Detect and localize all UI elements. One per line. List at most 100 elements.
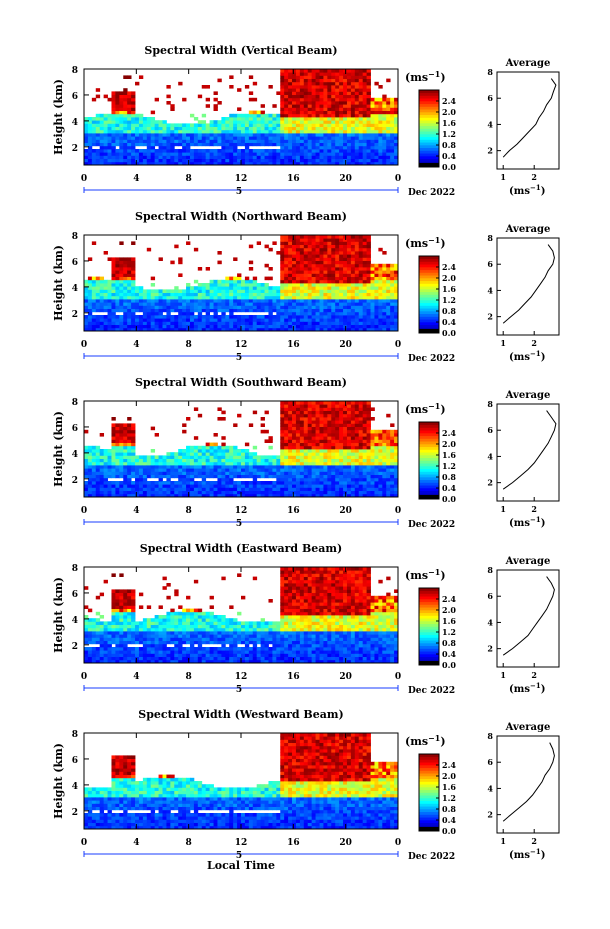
heatmap-cell: [217, 308, 222, 313]
heatmap-cell: [182, 136, 187, 140]
colorbar-step: [419, 95, 439, 99]
heatmap-cell: [319, 439, 324, 443]
heatmap-cell: [225, 493, 230, 498]
heatmap-cell: [91, 241, 97, 245]
heatmap-cell: [339, 263, 344, 268]
heatmap-cell: [237, 152, 242, 156]
heatmap-cell: [272, 461, 277, 466]
heatmap-cell: [103, 289, 108, 293]
heatmap-cell: [229, 481, 234, 485]
heatmap-cell: [284, 161, 289, 166]
heatmap-cell: [217, 126, 222, 131]
heatmap-cell: [335, 101, 340, 105]
heatmap-cell: [268, 484, 273, 488]
heatmap-cell: [295, 311, 301, 316]
heatmap-cell: [244, 490, 250, 495]
heatmap-cell: [87, 283, 93, 287]
heatmap-cell: [394, 133, 399, 137]
heatmap-cell: [323, 117, 328, 121]
colorbar-step: [419, 289, 439, 293]
colorbar-step: [419, 280, 439, 284]
heatmap-cell: [366, 78, 371, 83]
heatmap-cell: [213, 455, 218, 459]
heatmap-cell: [284, 410, 289, 415]
heatmap-cell: [162, 468, 167, 472]
heatmap-cell: [311, 308, 316, 313]
heatmap-cell: [394, 123, 399, 127]
heatmap-cell: [378, 308, 383, 313]
heatmap-cell: [193, 286, 199, 290]
heatmap-cell: [350, 490, 356, 495]
heatmap-cell: [135, 161, 140, 166]
heatmap-cell: [303, 455, 309, 459]
heatmap-cell: [256, 292, 262, 297]
heatmap-cell: [323, 161, 328, 166]
heatmap-cell: [284, 420, 289, 424]
heatmap-cell: [331, 247, 336, 252]
colorbar-step: [419, 125, 439, 129]
colorbar-step: [419, 120, 439, 124]
heatmap-cell: [138, 327, 144, 332]
heatmap-cell: [346, 145, 352, 150]
heatmap-cell: [288, 417, 293, 421]
heatmap-cell: [197, 484, 203, 488]
heatmap-cell: [154, 315, 159, 319]
heatmap-cell: [186, 471, 191, 475]
heatmap-cell: [229, 324, 234, 329]
heatmap-cell: [111, 91, 116, 95]
heatmap-cell: [280, 238, 285, 242]
heatmap-cell: [280, 263, 285, 268]
heatmap-cell: [276, 133, 281, 137]
heatmap-cell: [119, 321, 124, 325]
heatmap-cell: [272, 295, 277, 300]
heatmap-cell: [346, 410, 352, 415]
heatmap-cell: [111, 484, 116, 488]
heatmap-cell: [280, 129, 285, 134]
heatmap-cell: [268, 126, 273, 131]
heatmap-cell: [233, 471, 238, 475]
heatmap-cell: [339, 129, 344, 134]
heatmap-cell: [331, 78, 336, 83]
heatmap-cell: [319, 85, 324, 89]
heatmap-cell: [131, 267, 136, 271]
heatmap-cell: [331, 270, 336, 274]
heatmap-cell: [154, 311, 159, 316]
heatmap-cell: [295, 468, 301, 472]
heatmap-cell: [115, 263, 120, 268]
heatmap-cell: [335, 490, 340, 495]
heatmap-cell: [248, 452, 254, 456]
heatmap-cell: [362, 129, 368, 134]
heatmap-cell: [138, 117, 144, 121]
heatmap-cell: [315, 433, 320, 437]
heatmap-cell: [241, 155, 246, 159]
heatmap-cell: [162, 139, 167, 143]
heatmap-cell: [229, 318, 234, 322]
heatmap-cell: [138, 481, 144, 485]
heatmap-cell: [315, 468, 320, 472]
heatmap-cell: [142, 289, 148, 293]
heatmap-cell: [244, 149, 250, 153]
heatmap-cell: [386, 117, 391, 121]
heatmap-cell: [241, 139, 246, 143]
heatmap-cell: [162, 484, 167, 488]
heatmap-cell: [366, 142, 371, 147]
heatmap-cell: [260, 468, 265, 472]
heatmap-cell: [166, 161, 171, 166]
heatmap-cell: [366, 413, 371, 418]
heatmap-cell: [201, 126, 207, 131]
heatmap-cell: [138, 458, 144, 463]
heatmap-cell: [366, 145, 371, 150]
heatmap-cell: [142, 465, 148, 469]
heatmap-cell: [256, 461, 262, 466]
heatmap-cell: [123, 292, 128, 297]
heatmap-cell: [178, 481, 183, 485]
heatmap-cell: [374, 81, 379, 86]
heatmap-cell: [303, 75, 309, 79]
heatmap-cell: [382, 276, 387, 281]
heatmap-cell: [154, 299, 159, 303]
heatmap-cell: [292, 238, 297, 242]
heatmap-cell: [350, 286, 356, 290]
heatmap-cell: [99, 123, 105, 127]
heatmap-cell: [166, 149, 171, 153]
heatmap-cell: [115, 276, 120, 281]
